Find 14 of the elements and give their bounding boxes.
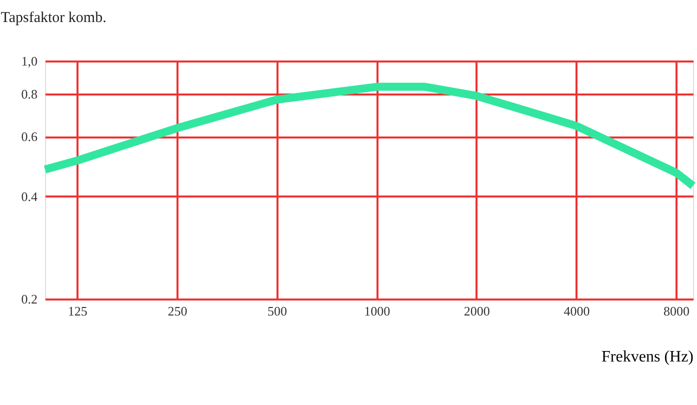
x-tick-label: 500 <box>268 304 288 318</box>
chart-title: Tapsfaktor komb. <box>0 10 106 26</box>
y-tick-label: 0.6 <box>21 129 38 144</box>
x-tick-label: 250 <box>168 304 188 318</box>
y-tick-label: 0.8 <box>21 86 38 102</box>
x-tick-label: 8000 <box>664 304 690 318</box>
x-tick-label: 125 <box>68 304 88 318</box>
x-axis-title: Frekvens (Hz) <box>602 348 694 366</box>
y-tick-label: 0.2 <box>21 292 38 306</box>
x-tick-label: 1000 <box>364 304 390 318</box>
y-tick-label: 0.4 <box>21 189 38 204</box>
x-tick-label: 4000 <box>564 304 590 318</box>
y-tick-label: 1,0 <box>21 54 38 68</box>
x-tick-label: 2000 <box>464 304 490 318</box>
